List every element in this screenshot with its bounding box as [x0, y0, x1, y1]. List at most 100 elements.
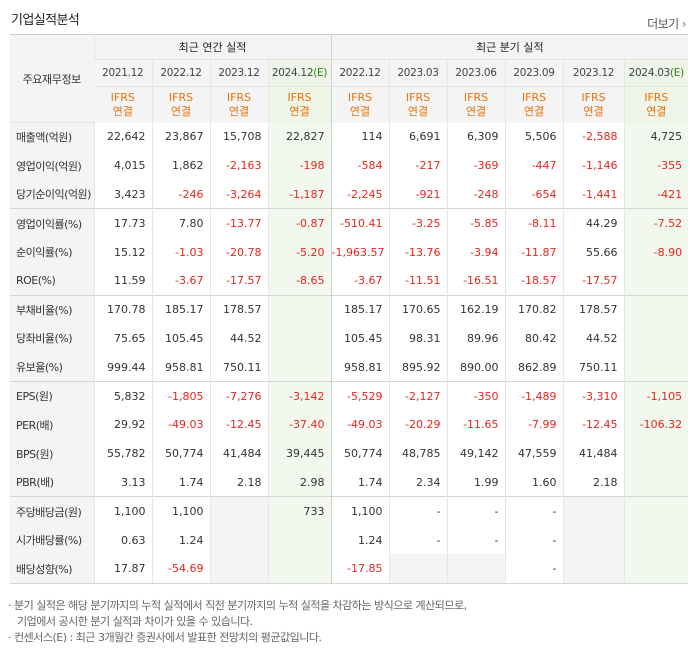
consolidated-label: 연결	[465, 104, 487, 118]
more-link[interactable]: 더보기 ›	[647, 15, 686, 32]
table-cell: 178.57	[562, 294, 625, 325]
ifrs-basis: IFRS 연결	[267, 86, 332, 123]
table-cell: 3,423	[93, 180, 152, 209]
table-cell	[267, 324, 332, 353]
table-cell: -1,963.57	[330, 237, 390, 267]
row-label: 당좌비율(%)	[10, 324, 94, 353]
ifrs-label: IFRS	[581, 90, 606, 104]
table-cell: 5,506	[504, 122, 564, 152]
table-cell: -654	[504, 180, 564, 209]
table-row: 주당배당금(원) 1,100 1,100 733 1,100- - -	[10, 496, 689, 526]
table-cell: -246	[151, 180, 210, 209]
table-cell: 80.42	[504, 324, 564, 353]
table-cell: 6,691	[388, 122, 448, 152]
table-cell: -921	[388, 180, 448, 209]
footnote-2: · 컨센서스(E) : 최근 3개월간 증권사에서 발표한 전망치의 평균값입니…	[8, 631, 322, 644]
table-cell: 1.74	[151, 468, 210, 497]
ifrs-basis: IFRS 연결	[330, 86, 390, 123]
table-cell: 4,725	[623, 122, 689, 152]
table-cell: -510.41	[330, 208, 390, 238]
row-label: PER(배)	[10, 410, 94, 440]
table-cell: 17.73	[93, 208, 152, 238]
table-cell: -8.11	[504, 208, 564, 238]
ifrs-basis: IFRS 연결	[623, 86, 689, 123]
table-cell: 49,142	[446, 439, 506, 469]
consolidated-label: 연결	[112, 104, 133, 118]
row-label: BPS(원)	[10, 439, 94, 469]
row-label: 매출액(억원)	[10, 122, 94, 152]
table-cell: -37.40	[267, 410, 332, 440]
period-header: 2024.03(E)	[623, 59, 689, 87]
table-cell	[267, 525, 332, 555]
table-cell: 1.24	[151, 525, 210, 555]
table-cell: 105.45	[151, 324, 210, 353]
table-row: ROE(%) 11.59 -3.67 -17.57 -8.65 -3.67 -11.51 -1…	[10, 266, 689, 296]
financial-table: 주요재무정보 최근 연간 실적 최근 분기 실적 2021.12 2022.12 2…	[10, 34, 689, 584]
period-header: 2023.12	[209, 59, 268, 87]
table-row: 배당성향(%) 17.87 -54.69 -17.85 -	[10, 554, 689, 584]
table-cell: 17.87	[93, 554, 152, 584]
ifrs-label: IFRS	[644, 90, 669, 104]
table-cell: 7.80	[151, 208, 210, 238]
table-cell: 22,827	[267, 122, 332, 152]
table-row: 당기순이익(억원) 3,423 -246 -3,264 -1,187 -2,245 -921…	[10, 180, 689, 209]
ifrs-label: IFRS	[405, 90, 431, 104]
period-label: 2024.12	[271, 67, 314, 79]
table-cell: 41,484	[209, 439, 268, 469]
period-label: 2023.12	[218, 67, 260, 79]
ifrs-label: IFRS	[226, 90, 252, 104]
table-cell	[562, 525, 625, 555]
table-cell: 1,100	[330, 496, 390, 526]
table-cell: 55.66	[562, 237, 625, 267]
consolidated-label: 연결	[523, 104, 545, 118]
financial-table-wrapper: 주요재무정보 최근 연간 실적 최근 분기 실적 2021.12 2022.12 2…	[10, 34, 689, 584]
table-cell: -8.90	[623, 237, 689, 267]
table-cell	[267, 554, 332, 584]
period-label: 2022.12	[160, 67, 202, 79]
table-cell: -5,529	[330, 381, 390, 411]
table-cell: -1,805	[151, 381, 210, 411]
table-cell	[209, 525, 268, 555]
group-quarter-header: 최근 분기 실적	[330, 34, 689, 60]
ifrs-basis: IFRS 연결	[446, 86, 506, 123]
table-cell: -217	[388, 151, 448, 181]
table-cell	[623, 496, 689, 526]
period-header: 2022.12	[330, 59, 390, 87]
row-label: 당기순이익(억원)	[10, 180, 94, 209]
table-cell: 44.52	[209, 324, 268, 353]
table-cell: -421	[623, 180, 689, 209]
table-cell: 98.31	[388, 324, 448, 353]
period-header: 2023.12	[562, 59, 625, 87]
table-cell: -1,146	[562, 151, 625, 181]
table-cell: 39,445	[267, 439, 332, 469]
table-cell: 170.65	[388, 294, 448, 325]
table-cell: 2.34	[388, 468, 448, 497]
table-cell	[562, 554, 625, 584]
ifrs-label: IFRS	[110, 90, 135, 104]
row-label: 영업이익(억원)	[10, 151, 94, 181]
consolidated-label: 연결	[583, 104, 604, 118]
table-cell: -3,310	[562, 381, 625, 411]
table-cell: 185.17	[151, 294, 210, 325]
table-cell: 22,642	[93, 122, 152, 152]
ifrs-basis: IFRS 연결	[94, 86, 152, 123]
period-header: 2021.12	[94, 59, 152, 87]
table-cell: 890.00	[446, 352, 506, 382]
table-cell: 55,782	[93, 439, 152, 469]
table-cell: 2.98	[267, 468, 332, 497]
row-label: EPS(원)	[10, 381, 94, 411]
table-cell: 6,309	[446, 122, 506, 152]
period-header: 2023.06	[446, 59, 506, 87]
row-label: 유보율(%)	[10, 352, 94, 382]
table-cell	[623, 468, 689, 497]
row-header: 주요재무정보	[10, 34, 94, 123]
table-cell: -3,264	[209, 180, 268, 209]
table-row: 순이익률(%) 15.12 -1.03 -20.78 -5.20 -1,963.57 -13…	[10, 237, 689, 267]
table-row: BPS(원) 55,782 50,774 41,484 39,445 50,774 48,7…	[10, 439, 689, 469]
row-label: ROE(%)	[10, 266, 94, 296]
more-label: 더보기	[647, 17, 679, 31]
table-cell: -17.85	[330, 554, 390, 584]
table-cell	[388, 554, 448, 584]
table-cell: -	[446, 525, 506, 555]
row-label: 배당성향(%)	[10, 554, 94, 584]
